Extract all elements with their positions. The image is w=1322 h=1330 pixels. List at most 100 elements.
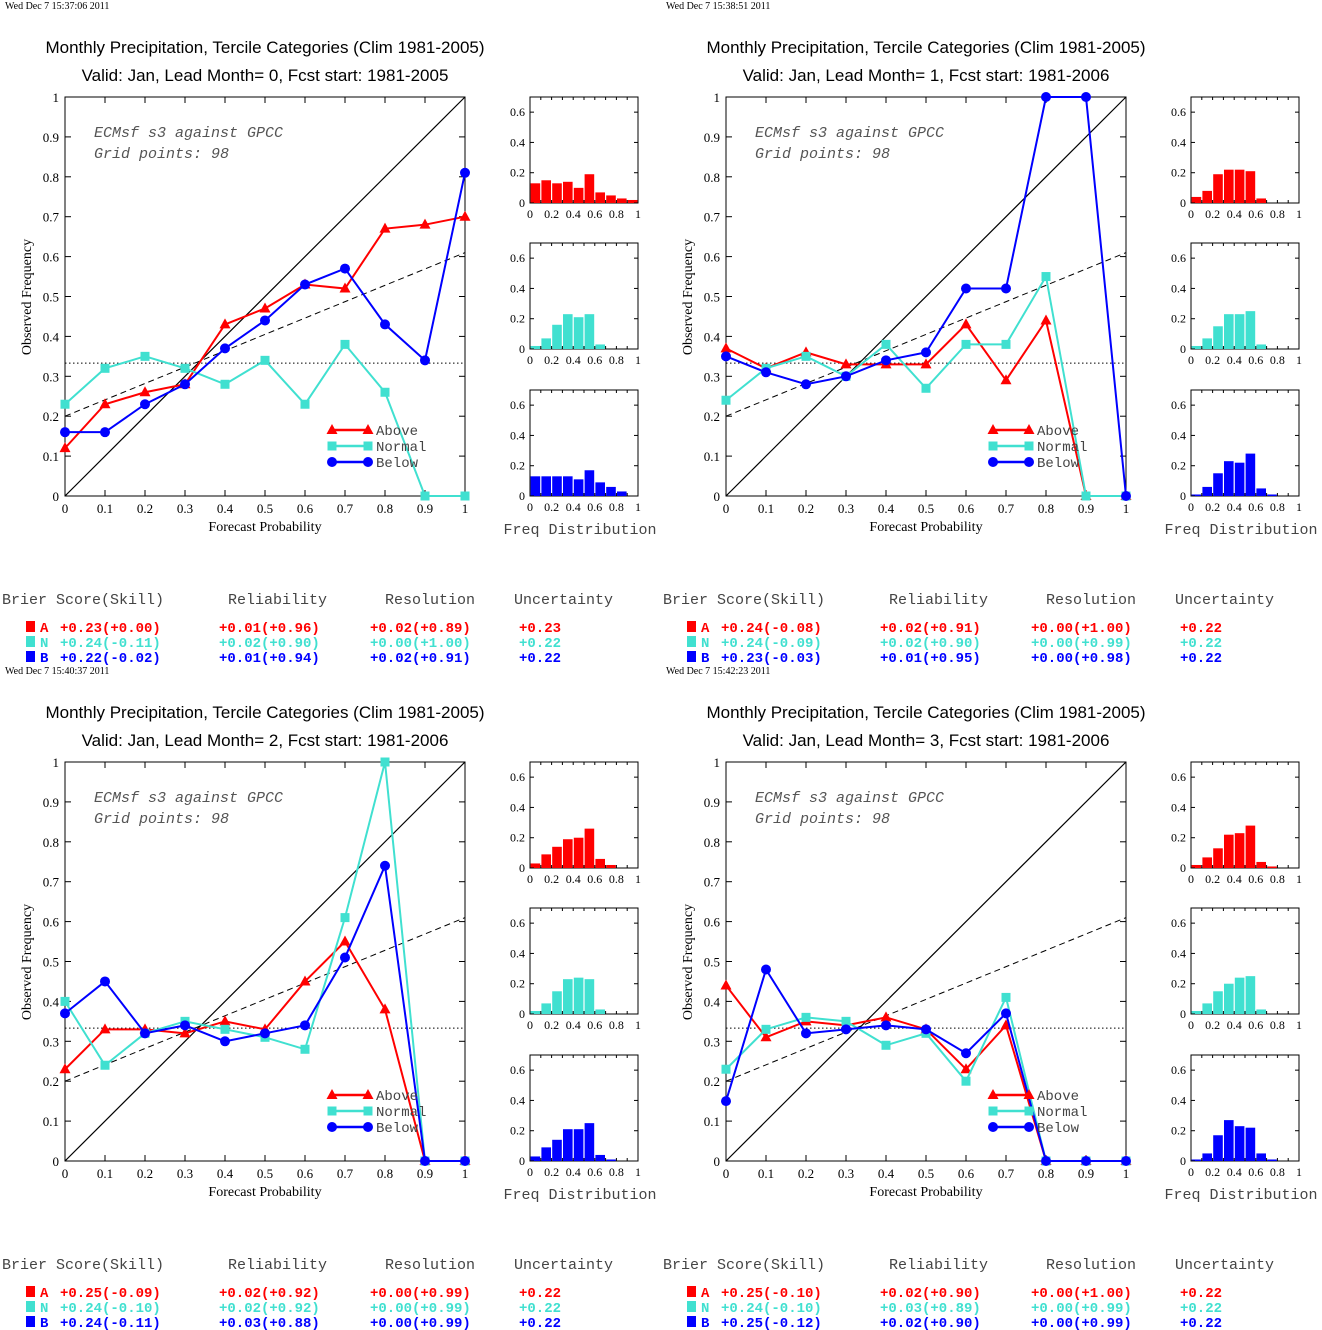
y-tick-label: 0.9 <box>43 795 59 810</box>
legend-label: Below <box>376 456 419 472</box>
reliability-score: +0.01(+0.95) <box>880 651 981 667</box>
histogram-bar <box>1224 461 1234 496</box>
x-tick-label: 0.3 <box>838 1166 854 1181</box>
y-tick-label: 0 <box>1180 1154 1186 1168</box>
histogram-bar <box>1245 453 1256 496</box>
y-tick-label: 0.4 <box>43 329 60 344</box>
square-marker <box>1081 491 1091 501</box>
y-tick-label: 0 <box>714 489 721 504</box>
histogram-bar <box>595 482 605 496</box>
circle-marker <box>380 319 390 330</box>
square-marker <box>961 339 971 349</box>
chart-title: Monthly Precipitation, Tercile Categorie… <box>45 703 484 722</box>
triangle-marker <box>362 1089 374 1099</box>
score-header: Resolution <box>1046 592 1136 609</box>
x-tick-label: 0.2 <box>544 500 559 514</box>
y-tick-label: 1 <box>53 90 60 105</box>
reliability-score: +0.01(+0.94) <box>219 651 320 667</box>
histogram-bar <box>1245 311 1256 349</box>
y-tick-label: 0.9 <box>704 795 720 810</box>
histogram-bar <box>595 1009 605 1014</box>
reliability-score: +0.03(+0.89) <box>880 1301 981 1317</box>
uncertainty-score: +0.22 <box>519 1316 561 1330</box>
x-tick-label: 0.5 <box>918 1166 934 1181</box>
y-tick-label: 0.9 <box>43 130 59 145</box>
category-swatch <box>26 1316 35 1327</box>
circle-marker <box>1001 1008 1011 1019</box>
square-marker <box>300 1044 310 1054</box>
freq-histogram-normal: 0 0.2 0.4 0.6 0 0.2 0.4 0.6 0.8 1 <box>510 907 641 1032</box>
y-tick-label: 0.2 <box>510 977 525 991</box>
triangle-marker <box>720 342 732 353</box>
circle-marker <box>881 1020 891 1031</box>
x-tick-label: 0.6 <box>587 1018 602 1032</box>
x-tick-label: 0.4 <box>1227 500 1242 514</box>
histogram-bar <box>573 977 584 1014</box>
circle-marker <box>988 1122 998 1132</box>
x-tick-label: 0.1 <box>97 1166 113 1181</box>
histogram-bar <box>606 195 616 203</box>
square-marker <box>340 339 350 349</box>
y-tick-label: 0.1 <box>43 1114 59 1129</box>
reliability-score: +0.01(+0.96) <box>219 621 320 637</box>
square-marker <box>380 387 390 397</box>
x-tick-label: 0.8 <box>609 500 624 514</box>
resolution-score: +0.00(+0.99) <box>1031 1301 1132 1317</box>
series-normal <box>721 992 1131 1166</box>
x-tick-label: 1 <box>635 1018 641 1032</box>
x-tick-label: 0.7 <box>998 1166 1015 1181</box>
triangle-marker <box>459 210 471 221</box>
score-header: Reliability <box>889 592 988 609</box>
circle-marker <box>1121 1156 1131 1166</box>
chart-subtitle: Valid: Jan, Lead Month= 3, Fcst start: 1… <box>743 731 1110 750</box>
category-label: N <box>701 1301 709 1317</box>
x-tick-label: 0 <box>527 353 533 367</box>
y-tick-label: 0.4 <box>510 428 525 442</box>
score-row-n: N +0.24(-0.09) +0.02(+0.90) +0.00(+0.99) +0.… <box>687 636 1222 652</box>
histogram-bar <box>606 1159 616 1161</box>
x-tick-label: 1 <box>1296 1018 1302 1032</box>
score-header: Resolution <box>385 592 475 609</box>
uncertainty-score: +0.22 <box>1180 621 1222 637</box>
perfect-reliability-line <box>725 761 1127 1162</box>
square-marker <box>460 491 470 501</box>
category-swatch <box>687 636 696 647</box>
score-header: Brier Score(Skill) <box>2 1257 164 1274</box>
circle-marker <box>260 1028 270 1039</box>
score-header: Brier Score(Skill) <box>663 592 825 609</box>
histogram-bar <box>530 1010 541 1014</box>
histogram-bar <box>1234 314 1245 349</box>
y-axis-label: Observed Frequency <box>681 239 696 355</box>
square-marker <box>881 339 891 349</box>
y-tick-label: 0.5 <box>43 955 59 970</box>
y-tick-label: 0.2 <box>1171 166 1186 180</box>
y-tick-label: 0 <box>519 342 525 356</box>
circle-marker <box>460 167 470 178</box>
x-tick-label: 0.3 <box>177 501 193 516</box>
circle-marker <box>260 315 270 326</box>
category-swatch <box>26 636 35 647</box>
circle-marker <box>1001 283 1011 294</box>
legend-label: Normal <box>376 440 426 456</box>
panel-3: Wed Dec 7 15:42:23 2011 Monthly Precipita… <box>663 666 1318 1330</box>
histogram-bar <box>1191 345 1202 349</box>
y-tick-label: 0.2 <box>43 409 59 424</box>
y-tick-label: 0 <box>519 1007 525 1021</box>
x-tick-label: 0.5 <box>257 1166 273 1181</box>
x-tick-label: 0.8 <box>1270 353 1285 367</box>
score-header: Uncertainty <box>1175 1257 1274 1274</box>
y-tick-label: 0.6 <box>1171 105 1186 119</box>
triangle-marker <box>99 398 111 409</box>
score-row-b: B +0.24(-0.11) +0.03(+0.88) +0.00(+0.99) +0.… <box>26 1316 561 1330</box>
panel-1: Wed Dec 7 15:38:51 2011 Monthly Precipita… <box>663 1 1318 667</box>
x-tick-label: 0.8 <box>1270 1165 1285 1179</box>
category-label: A <box>40 621 49 637</box>
square-marker <box>363 441 373 451</box>
x-tick-label: 0.8 <box>1270 1018 1285 1032</box>
score-header: Uncertainty <box>514 1257 613 1274</box>
y-tick-label: 0.6 <box>43 250 60 265</box>
square-marker <box>260 355 270 365</box>
resolution-score: +0.00(+0.98) <box>1031 651 1132 667</box>
